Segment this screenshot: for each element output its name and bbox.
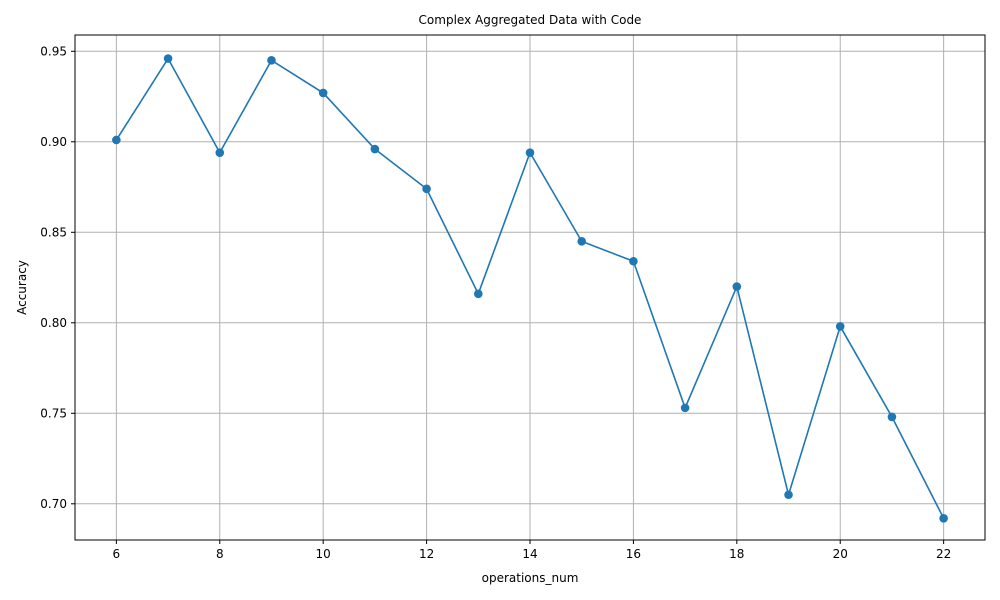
data-point <box>112 135 121 145</box>
x-axis-label: operations_num <box>482 571 579 585</box>
x-tick-label: 14 <box>522 547 537 561</box>
data-point <box>525 148 535 157</box>
data-point <box>732 282 742 291</box>
x-tick-label: 10 <box>316 547 331 561</box>
data-point <box>473 289 483 299</box>
x-tick-label: 12 <box>419 547 434 561</box>
data-point <box>267 56 276 65</box>
y-tick-label: 0.85 <box>40 225 67 239</box>
data-point <box>835 322 845 331</box>
data-point <box>680 403 690 413</box>
data-point <box>577 237 587 246</box>
ticks: 6 8 10 12 14 16 18 20 22 0.70 0.75 0.80 0.85 0.90 0.95 <box>40 44 951 561</box>
grid <box>75 35 985 540</box>
series-layer <box>112 54 948 523</box>
x-tick-label: 8 <box>216 547 224 561</box>
data-point <box>163 54 173 63</box>
y-tick-label: 0.70 <box>40 497 67 511</box>
x-tick-label: 18 <box>729 547 744 561</box>
data-point <box>215 148 225 157</box>
data-point <box>370 144 380 154</box>
data-point <box>887 412 897 422</box>
data-point <box>318 88 328 98</box>
x-tick-label: 20 <box>833 547 848 561</box>
data-point <box>784 490 793 500</box>
y-tick-label: 0.95 <box>40 44 67 58</box>
x-tick-label: 6 <box>113 547 121 561</box>
data-point <box>422 184 431 194</box>
chart-title: Complex Aggregated Data with Code <box>419 13 642 27</box>
x-tick-label: 16 <box>626 547 641 561</box>
x-tick-label: 22 <box>936 547 951 561</box>
y-tick-label: 0.80 <box>40 316 67 330</box>
y-axis-label: Accuracy <box>15 260 29 315</box>
data-point <box>629 256 638 266</box>
y-tick-label: 0.90 <box>40 135 67 149</box>
data-point <box>939 513 948 523</box>
y-tick-label: 0.75 <box>40 406 67 420</box>
